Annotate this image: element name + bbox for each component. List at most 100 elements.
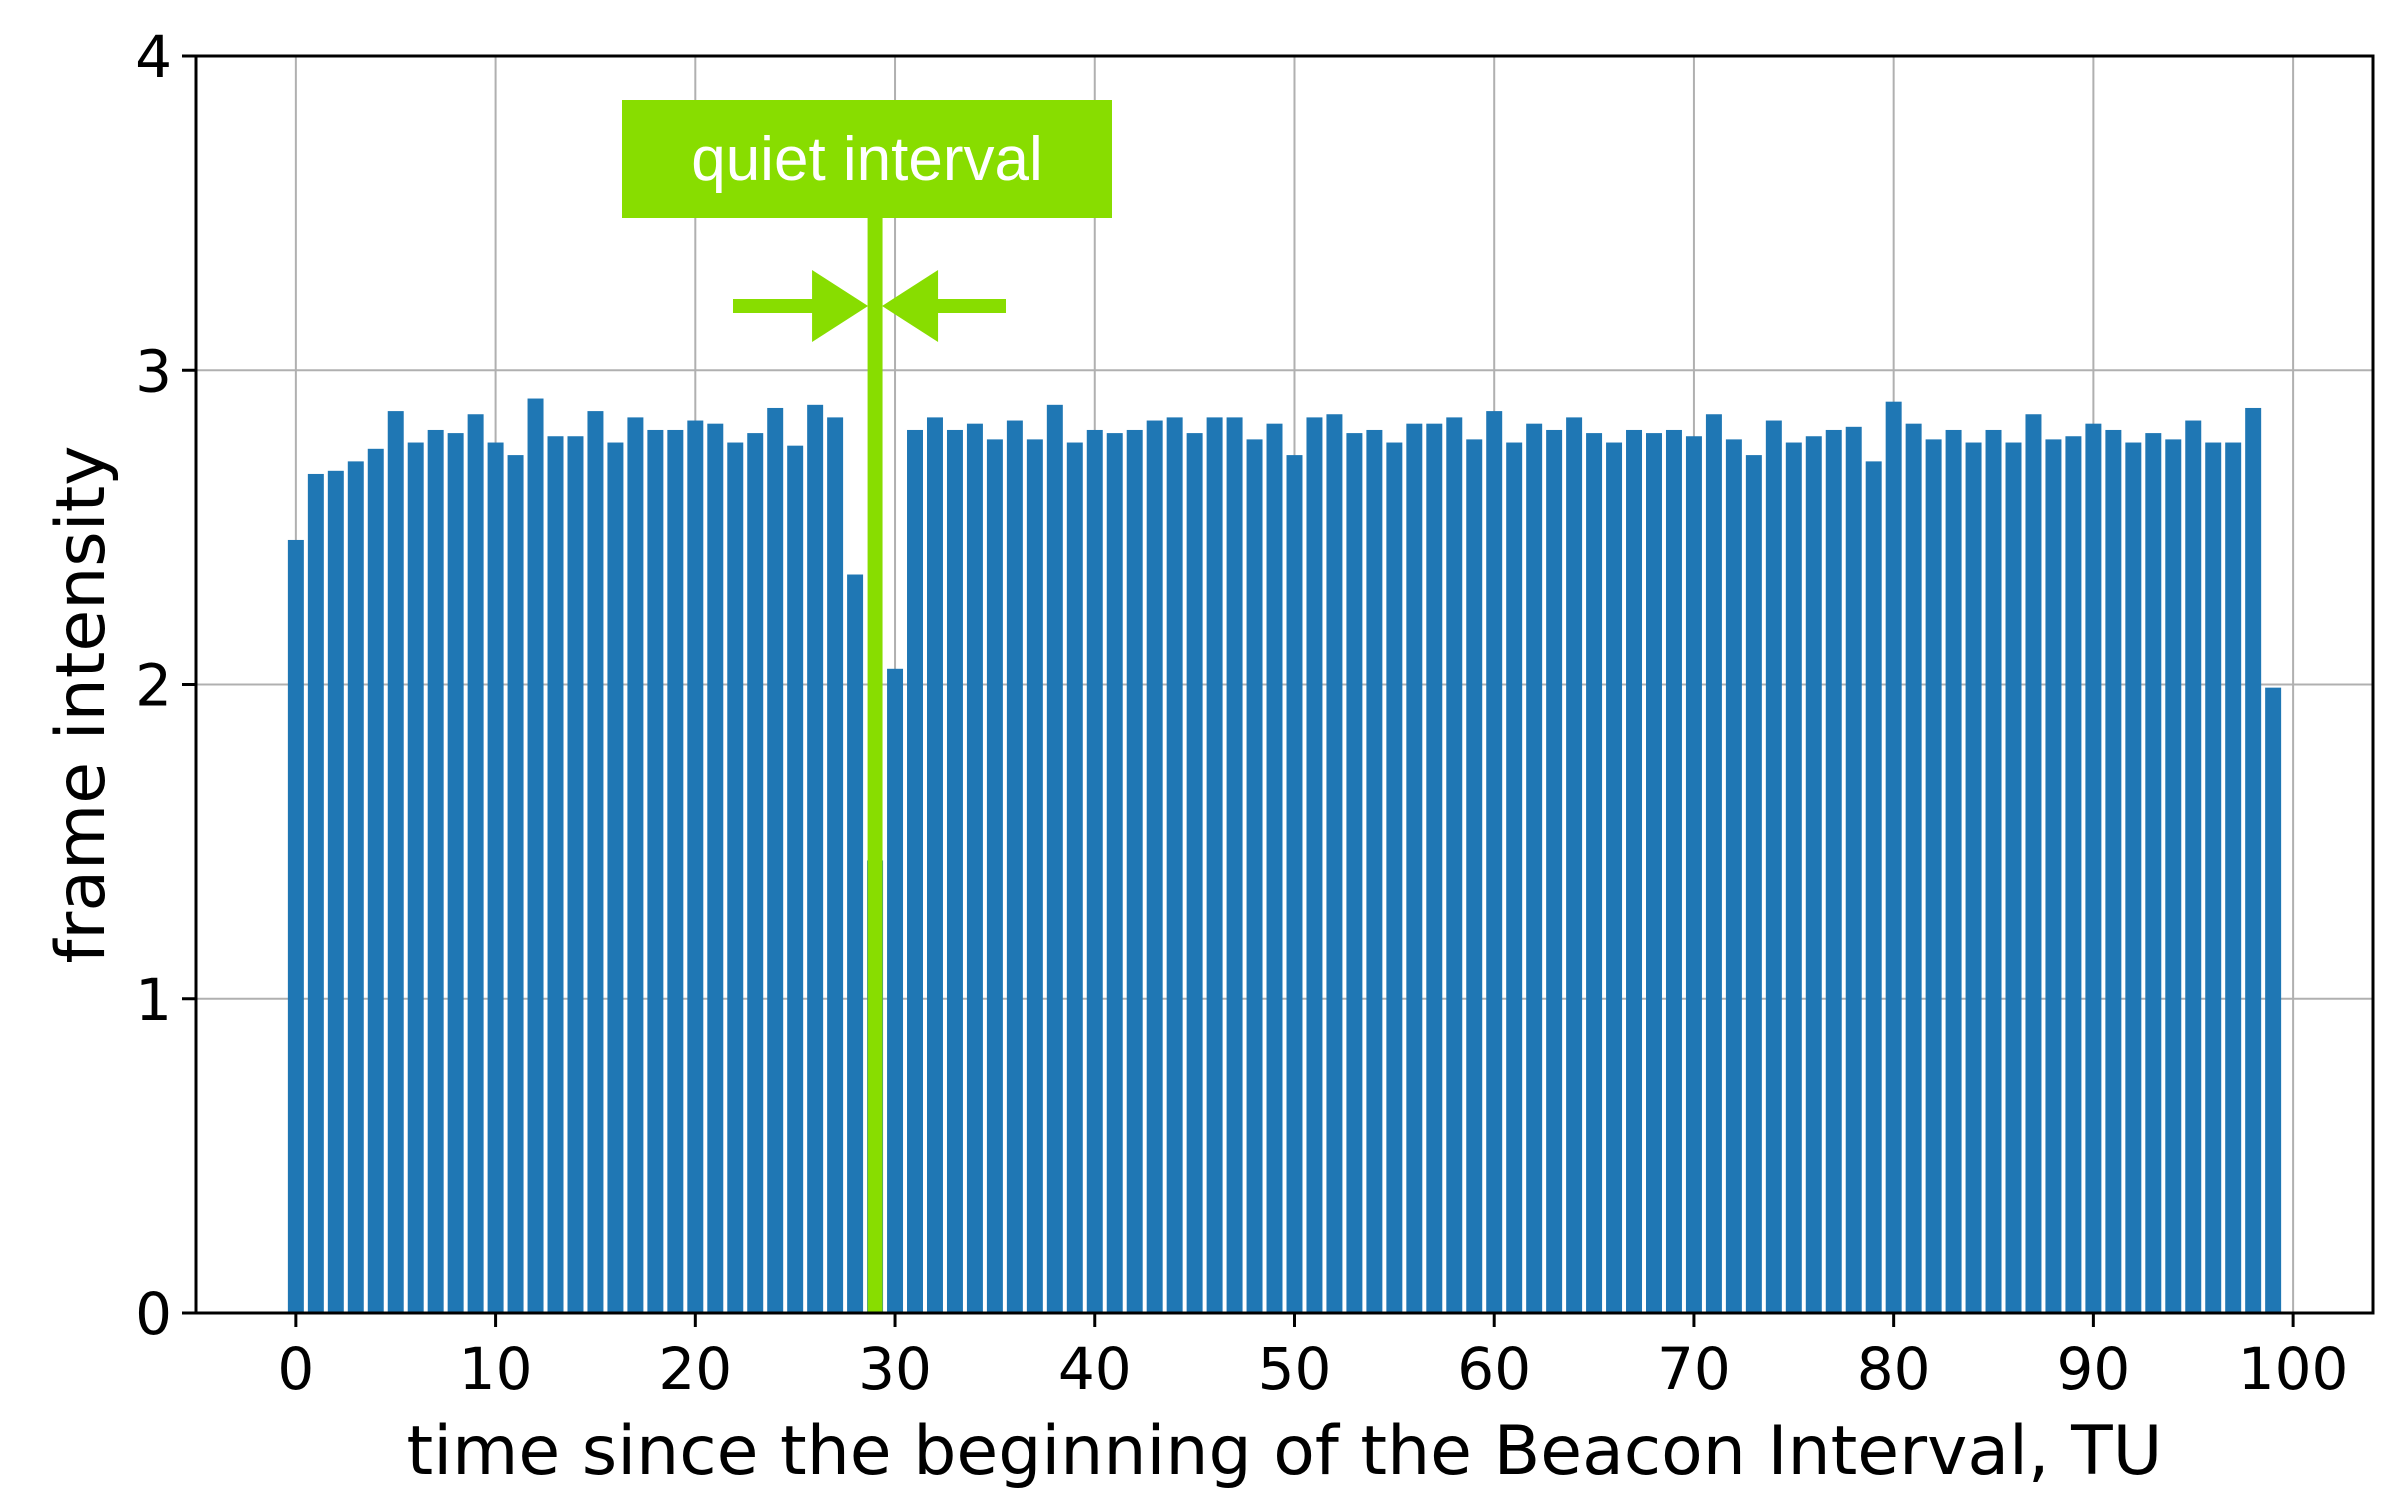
bar xyxy=(966,423,983,1313)
bar xyxy=(986,439,1003,1313)
bar xyxy=(1665,429,1682,1314)
bar xyxy=(1306,417,1323,1313)
bar xyxy=(2065,436,2082,1313)
bar xyxy=(1406,423,1423,1313)
bar xyxy=(1705,414,1722,1313)
bar xyxy=(1785,442,1802,1313)
bar xyxy=(567,436,584,1313)
left-arrow-head xyxy=(812,270,869,342)
x-tick-label: 20 xyxy=(658,1335,732,1403)
bar xyxy=(1066,442,1083,1313)
bar xyxy=(1905,423,1922,1313)
bar xyxy=(2045,439,2062,1313)
x-tick-label: 90 xyxy=(2056,1335,2130,1403)
bar xyxy=(907,429,923,1314)
x-tick-label: 40 xyxy=(1058,1335,1132,1403)
bar xyxy=(1166,417,1183,1313)
bar xyxy=(367,448,384,1313)
bar xyxy=(1945,429,1962,1314)
bar xyxy=(667,429,684,1314)
bar xyxy=(1506,442,1523,1313)
bar xyxy=(2185,420,2202,1313)
bar xyxy=(427,429,444,1314)
bar xyxy=(1426,423,1443,1313)
bar xyxy=(1845,426,1862,1313)
bar xyxy=(2265,687,2282,1313)
bar xyxy=(1885,401,1902,1313)
y-tick-label: 0 xyxy=(135,1280,172,1348)
bar xyxy=(1286,455,1303,1314)
bar xyxy=(1925,439,1942,1313)
bar xyxy=(1546,429,1563,1314)
bar xyxy=(1965,442,1982,1313)
bar xyxy=(1146,420,1163,1313)
x-tick-label: 50 xyxy=(1258,1335,1332,1403)
bar xyxy=(627,417,644,1313)
y-axis-label: frame intensity xyxy=(42,445,121,963)
bar xyxy=(827,417,844,1313)
x-tick-label: 30 xyxy=(858,1335,932,1403)
bar xyxy=(1745,455,1762,1314)
x-tick-label: 70 xyxy=(1657,1335,1731,1403)
y-tick-label: 4 xyxy=(135,23,172,91)
bar xyxy=(2225,442,2242,1313)
bar xyxy=(1326,414,1343,1313)
bar xyxy=(1985,429,2002,1314)
right-arrow-head xyxy=(882,270,939,342)
bar xyxy=(727,442,744,1313)
bar xyxy=(1805,436,1822,1313)
bar xyxy=(307,473,324,1313)
x-tick-label: 80 xyxy=(1857,1335,1931,1403)
quiet-interval-label-box xyxy=(622,100,1112,218)
bar xyxy=(1106,433,1123,1314)
bar xyxy=(327,470,344,1313)
bar xyxy=(2205,442,2222,1313)
bar xyxy=(787,445,804,1313)
bar xyxy=(387,411,404,1314)
bar xyxy=(2245,407,2262,1314)
bar xyxy=(1126,429,1143,1314)
bar xyxy=(547,436,564,1313)
bar xyxy=(527,398,544,1313)
bar-series xyxy=(287,398,2282,1314)
bar xyxy=(946,429,963,1314)
bar xyxy=(767,407,784,1314)
bar xyxy=(1566,417,1583,1313)
bar xyxy=(2025,414,2042,1313)
y-tick-label: 1 xyxy=(135,966,172,1034)
bar xyxy=(847,574,864,1313)
x-tick-label: 10 xyxy=(459,1335,533,1403)
bar xyxy=(887,668,904,1313)
bar xyxy=(1765,420,1782,1313)
bar xyxy=(607,442,624,1313)
bar xyxy=(687,420,704,1313)
bar xyxy=(1366,429,1383,1314)
bar xyxy=(1606,442,1623,1313)
bar xyxy=(347,461,364,1313)
y-axis-ticks: 0 1 2 3 4 xyxy=(135,23,196,1348)
quiet-interval-label: quiet interval xyxy=(691,125,1043,194)
bar xyxy=(1466,439,1483,1313)
bar xyxy=(1006,420,1023,1313)
bar xyxy=(2005,442,2022,1313)
x-tick-label: 0 xyxy=(277,1335,314,1403)
bar xyxy=(487,442,504,1313)
bar xyxy=(707,423,724,1313)
bar xyxy=(1086,429,1103,1314)
bar xyxy=(1346,433,1363,1314)
bar xyxy=(1046,404,1063,1313)
bar xyxy=(926,417,943,1313)
y-tick-label: 2 xyxy=(135,652,172,720)
bar xyxy=(2125,442,2142,1313)
bar xyxy=(1646,433,1662,1314)
bar xyxy=(507,455,524,1314)
bar xyxy=(807,404,824,1313)
bar xyxy=(1246,439,1263,1313)
bar xyxy=(467,414,484,1313)
bar xyxy=(747,433,764,1314)
bar xyxy=(287,539,304,1313)
bar xyxy=(1026,439,1043,1313)
bar xyxy=(447,433,464,1314)
quiet-interval-annotation: quiet interval xyxy=(622,100,1112,1313)
bar xyxy=(1685,436,1702,1313)
